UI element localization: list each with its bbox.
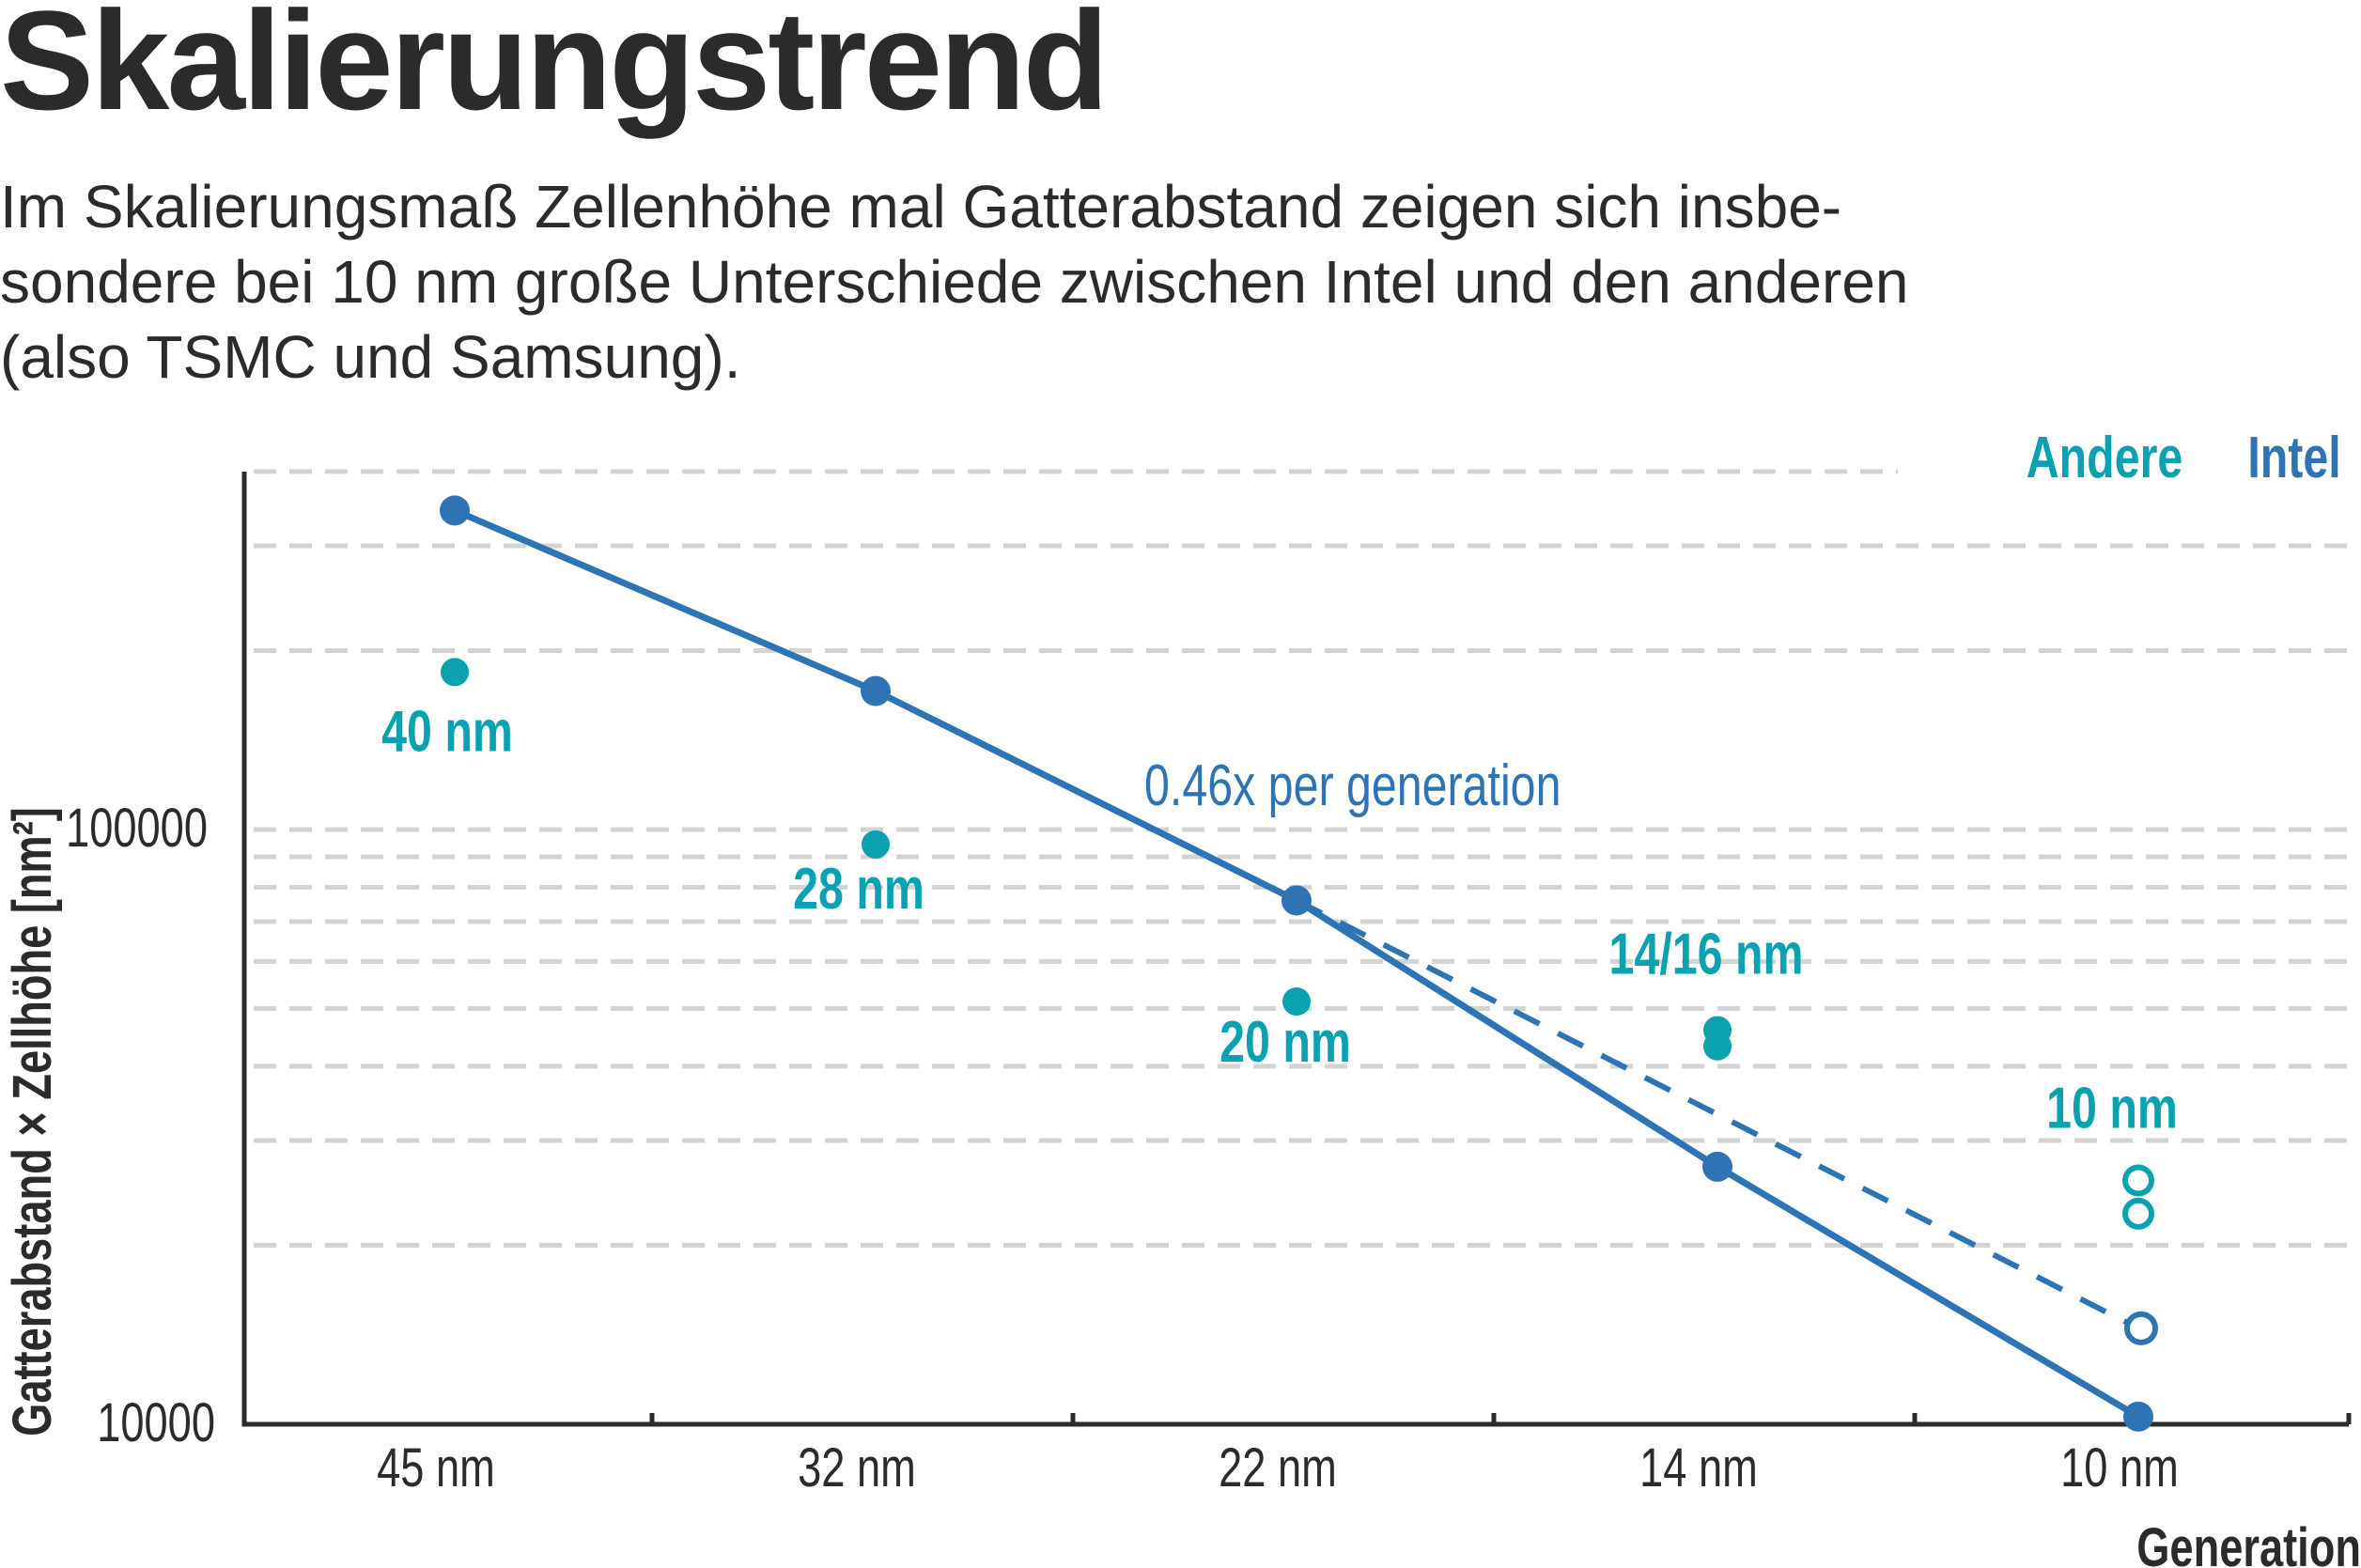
axis-lines — [241, 472, 2349, 1427]
intel-projected-point — [2124, 1311, 2158, 1345]
andere-point — [1282, 986, 1311, 1016]
trend-annotation: 0.46x per generation — [1144, 753, 1561, 817]
axes — [241, 472, 2352, 1427]
andere-point — [2122, 1197, 2154, 1230]
andere-point-label: 14/16 nm — [1609, 922, 1804, 986]
x-tick-label: 22 nm — [1219, 1438, 1337, 1499]
intel-point — [1281, 885, 1312, 916]
x-tick-label: 14 nm — [1639, 1438, 1758, 1499]
x-tick-label: 45 nm — [377, 1438, 495, 1499]
andere-point — [1703, 1032, 1732, 1061]
y-tick-label: 100000 — [66, 799, 208, 860]
subtitle-line: Im Skalierungsmaß Zellenhöhe mal Gattera… — [0, 173, 1842, 241]
intel-point — [861, 675, 891, 706]
data-marks — [440, 495, 2158, 1432]
y-axis-title: Gatterabstand × Zellhöhe [nm²] — [3, 807, 64, 1436]
subtitle-line: (also TSMC und Samsung). — [0, 323, 741, 391]
intel-point — [1702, 1151, 1732, 1182]
x-tick-label: 10 nm — [2060, 1438, 2179, 1499]
andere-point — [2122, 1164, 2154, 1197]
subtitle-line: sondere bei 10 nm große Unterschiede zwi… — [0, 248, 1909, 316]
intel-point — [2123, 1401, 2153, 1432]
chart-labels: 40 nm 28 nm 20 nm 14/16 nm 10 nm 0.46x per ge… — [3, 425, 2361, 1568]
andere-point-label: 20 nm — [1219, 1009, 1351, 1074]
andere-point — [862, 830, 890, 859]
andere-point-label: 40 nm — [381, 699, 513, 764]
andere-point — [441, 658, 469, 687]
x-tick-label: 32 nm — [798, 1438, 916, 1499]
page-title: Skalierungstrend — [0, 0, 1109, 139]
x-axis-title: Generation — [2136, 1518, 2361, 1568]
intel-point — [440, 495, 470, 526]
intel-trend-dashed-line — [1295, 897, 2140, 1331]
andere-point-label: 28 nm — [793, 856, 924, 921]
legend-intel: Intel — [2247, 425, 2340, 489]
gridlines — [254, 469, 2349, 1248]
subtitle: Im Skalierungsmaß Zellenhöhe mal Gattera… — [0, 169, 2161, 395]
legend-andere: Andere — [2027, 425, 2183, 489]
andere-point-label: 10 nm — [2046, 1076, 2178, 1141]
y-tick-label: 10000 — [97, 1393, 215, 1454]
